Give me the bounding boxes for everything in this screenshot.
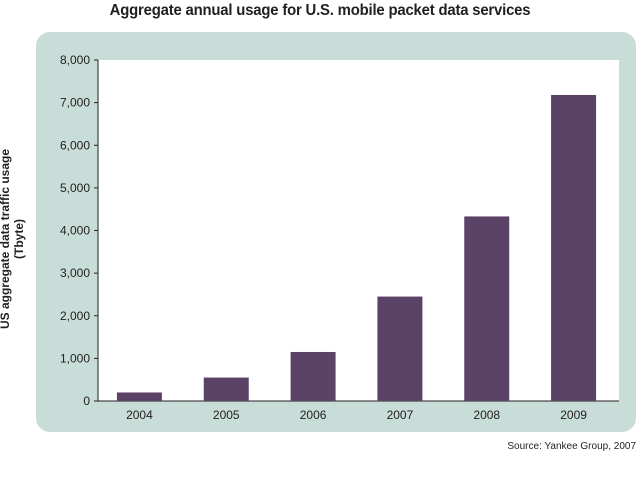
- x-tick-label: 2006: [300, 408, 327, 422]
- bar: [464, 216, 510, 401]
- y-tick-label: 5,000: [60, 181, 90, 195]
- x-tick-label: 2008: [473, 408, 500, 422]
- x-tick-label: 2004: [126, 408, 153, 422]
- x-tick-label: 2007: [387, 408, 414, 422]
- y-tick-label: 3,000: [60, 266, 90, 280]
- bar: [203, 377, 249, 401]
- bar: [377, 296, 423, 401]
- y-tick-label: 4,000: [60, 224, 90, 238]
- source-note: Source: Yankee Group, 2007: [507, 441, 636, 452]
- plot-area: [98, 60, 619, 401]
- bar: [290, 351, 336, 401]
- bar: [116, 392, 162, 401]
- x-tick-label: 2005: [213, 408, 240, 422]
- y-tick-label: 2,000: [60, 309, 90, 323]
- y-tick-label: 6,000: [60, 138, 90, 152]
- y-tick-label: 8,000: [60, 53, 90, 67]
- chart-title: Aggregate annual usage for U.S. mobile p…: [109, 2, 531, 19]
- y-tick-label: 1,000: [60, 351, 90, 365]
- bar: [551, 94, 597, 401]
- y-tick-label: 0: [83, 394, 90, 408]
- y-tick-label: 7,000: [60, 96, 90, 110]
- x-tick-label: 2009: [560, 408, 587, 422]
